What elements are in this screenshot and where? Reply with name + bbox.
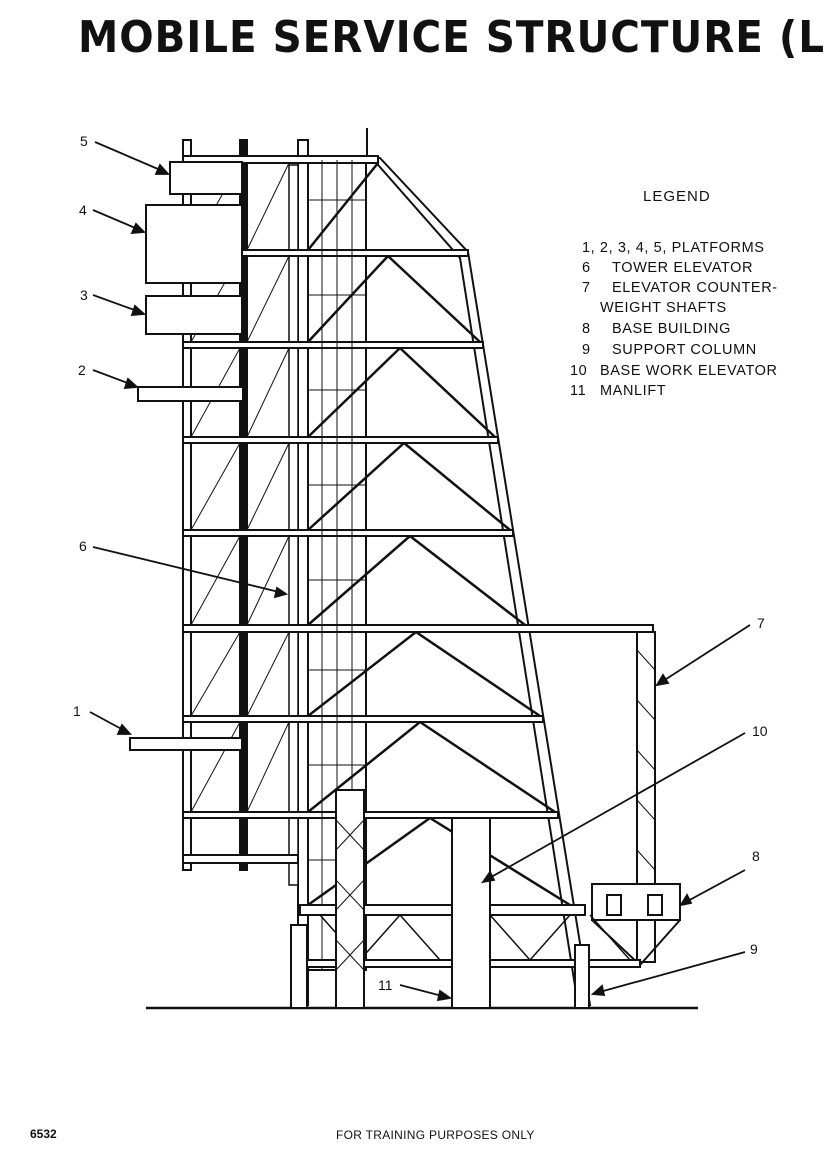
- document-code: 6532: [30, 1127, 57, 1141]
- base-deck: [299, 904, 586, 916]
- callout-6: 6: [79, 538, 87, 554]
- callout-10: 10: [752, 723, 768, 739]
- callout-11: 11: [378, 977, 393, 993]
- training-note: FOR TRAINING PURPOSES ONLY: [336, 1128, 535, 1142]
- legend-item-support-column: 9 SUPPORT COLUMN: [582, 342, 757, 358]
- callout-2: 2: [78, 362, 86, 378]
- legend-item-manlift: 11 MANLIFT: [570, 383, 666, 399]
- legend-item-base-work-elevator: 10 BASE WORK ELEVATOR: [570, 363, 778, 379]
- counterweight-column: [239, 139, 248, 871]
- callout-7: 7: [757, 615, 765, 631]
- callout-4: 4: [79, 202, 87, 218]
- tower-elevator: [288, 164, 299, 886]
- page-title: MOBILE SERVICE STRUCTURE (LC-39): [78, 12, 824, 63]
- legend-item-tower-elevator: 6 TOWER ELEVATOR: [582, 260, 753, 276]
- legend-item-platforms: 1, 2, 3, 4, 5, PLATFORMS: [582, 240, 765, 256]
- base-work-elevator: [451, 817, 491, 1009]
- floor-beams: [182, 249, 654, 864]
- legend-item-num: 11: [570, 383, 587, 399]
- legend-item-text: SUPPORT COLUMN: [612, 342, 757, 358]
- left-column: [182, 139, 192, 871]
- base-building: [591, 883, 681, 966]
- manlift: [335, 789, 365, 1009]
- support-column-right: [574, 944, 590, 1009]
- legend-item-counterweight-cont: WEIGHT SHAFTS: [600, 300, 727, 316]
- legend-item-base-building: 8 BASE BUILDING: [582, 321, 731, 337]
- callout-3: 3: [80, 287, 88, 303]
- tower-elevator-column: [297, 139, 309, 1006]
- legend-item-num: 9: [582, 342, 591, 358]
- legend-item-text: TOWER ELEVATOR: [612, 260, 754, 276]
- legend-item-text: BASE BUILDING: [612, 321, 731, 337]
- manlift-hatch: [335, 819, 365, 971]
- callout-8: 8: [752, 848, 760, 864]
- platforms: [129, 161, 244, 751]
- legend-item-num: 8: [582, 321, 591, 337]
- callout-9: 9: [750, 941, 758, 957]
- legend-item-num: 1, 2, 3, 4, 5,: [582, 240, 667, 256]
- callout-5: 5: [80, 133, 88, 149]
- legend-item-num: 7: [582, 280, 591, 296]
- legend-item-text: MANLIFT: [600, 383, 667, 399]
- callout-1: 1: [73, 703, 81, 719]
- callout-arrows: [89, 141, 751, 1002]
- legend-item-text: ELEVATOR COUNTER-: [612, 280, 778, 296]
- top-beam: [182, 155, 379, 164]
- legend-item-text: PLATFORMS: [671, 240, 765, 256]
- legend-item-counterweight: 7 ELEVATOR COUNTER-: [582, 280, 778, 296]
- counterweight-shaft: [636, 631, 656, 963]
- legend-item-text: BASE WORK ELEVATOR: [600, 363, 778, 379]
- legend-heading: LEGEND: [643, 188, 711, 205]
- legend-item-num: 10: [570, 363, 588, 379]
- legend-item-num: 6: [582, 260, 591, 276]
- support-column-left: [290, 924, 308, 1009]
